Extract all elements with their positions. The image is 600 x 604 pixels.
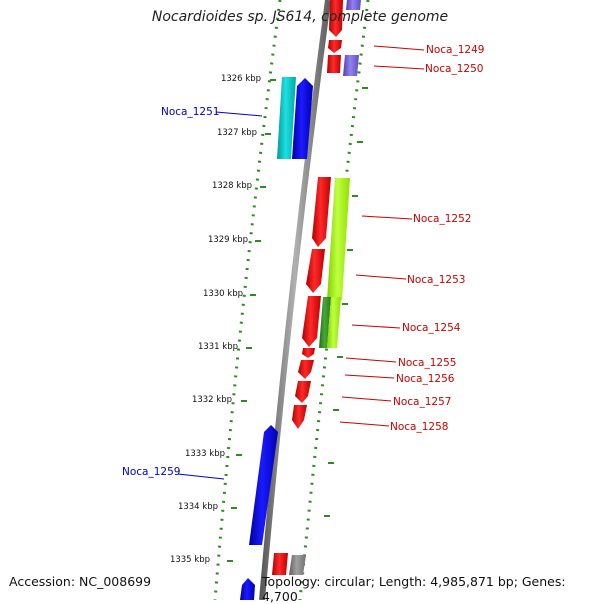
kbp-scale-labels: 1326 kbp 1327 kbp 1328 kbp 1329 kbp 1330… <box>170 74 261 565</box>
gene-label-noca-1254[interactable]: Noca_1254 <box>402 322 461 334</box>
kbp-label: 1326 kbp <box>221 74 261 84</box>
genome-backbone <box>259 0 331 600</box>
gene-noca-1256[interactable] <box>298 360 314 379</box>
gene-noca-1250-red[interactable] <box>327 55 341 73</box>
gene-noca-1252[interactable] <box>327 178 350 300</box>
kbp-label: 1330 kbp <box>203 289 243 299</box>
gene-label-noca-1251[interactable]: Noca_1251 <box>161 106 219 118</box>
gene-label-noca-1253[interactable]: Noca_1253 <box>407 274 465 286</box>
gene-label-noca-1255[interactable]: Noca_1255 <box>398 357 456 369</box>
kbp-label: 1332 kbp <box>192 395 232 405</box>
gene-label-noca-1249[interactable]: Noca_1249 <box>426 44 484 56</box>
gene-label-noca-1259[interactable]: Noca_1259 <box>122 466 180 478</box>
kbp-label: 1335 kbp <box>170 555 210 565</box>
leader-lines <box>177 45 425 480</box>
kbp-label: 1331 kbp <box>198 342 238 352</box>
gene-noca-1257[interactable] <box>295 381 311 403</box>
gene-blue-bottom[interactable] <box>240 578 255 600</box>
gene-noca-1254[interactable] <box>302 296 321 347</box>
gene-noca-1253[interactable] <box>306 249 325 293</box>
accession-text: Accession: NC_008699 <box>9 574 152 589</box>
gene-label-noca-1258[interactable]: Noca_1258 <box>390 421 448 433</box>
gene-noca-1251[interactable] <box>292 78 313 159</box>
kbp-label: 1329 kbp <box>208 235 248 245</box>
kbp-label: 1333 kbp <box>185 449 225 459</box>
gene-noca-1258[interactable] <box>292 405 307 429</box>
gene-noca-1250[interactable] <box>343 55 359 76</box>
kbp-label: 1327 kbp <box>217 128 257 138</box>
gene-noca-1254-lightgreen[interactable] <box>327 297 341 348</box>
gene-red-bottom[interactable] <box>272 553 288 575</box>
kbp-label: 1328 kbp <box>212 181 252 191</box>
right-tick-marks <box>324 87 368 517</box>
gene-label-noca-1252[interactable]: Noca_1252 <box>413 213 471 225</box>
gene-cyan-1251[interactable] <box>277 77 296 159</box>
gene-label-noca-1256[interactable]: Noca_1256 <box>396 373 455 385</box>
kbp-label: 1334 kbp <box>178 502 218 512</box>
gene-noca-1255[interactable] <box>302 348 315 358</box>
gene-grey-bottom[interactable] <box>289 555 306 575</box>
gene-noca-1259[interactable] <box>249 425 278 545</box>
gene-noca-1252-red[interactable] <box>312 177 331 247</box>
gene-noca-1249[interactable] <box>328 40 342 53</box>
genome-title: Nocardioides sp. JS614, complete genome <box>151 9 449 25</box>
gene-label-noca-1250[interactable]: Noca_1250 <box>425 63 483 75</box>
gene-label-noca-1257[interactable]: Noca_1257 <box>393 396 451 408</box>
gene-labels: Noca_1249 Noca_1250 Noca_1251 Noca_1252 … <box>122 44 484 478</box>
kbp-tick-marks <box>227 79 276 562</box>
gene-purple-top[interactable] <box>346 0 361 10</box>
gene-red-top[interactable] <box>329 0 343 37</box>
